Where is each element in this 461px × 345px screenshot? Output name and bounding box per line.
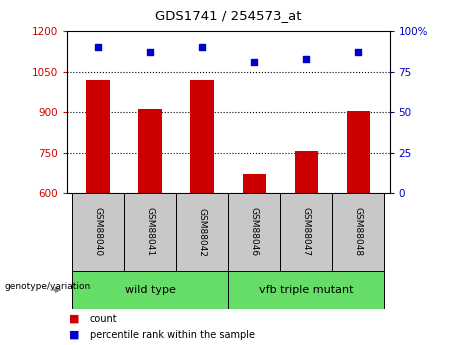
Point bbox=[147, 49, 154, 55]
Bar bbox=[72, 193, 124, 271]
Text: ■: ■ bbox=[69, 330, 79, 339]
Text: count: count bbox=[90, 314, 118, 324]
Text: wild type: wild type bbox=[124, 285, 176, 295]
Point bbox=[199, 45, 206, 50]
Point bbox=[250, 59, 258, 65]
Text: GSM88047: GSM88047 bbox=[302, 207, 311, 257]
Bar bbox=[347, 111, 370, 193]
Text: genotype/variation: genotype/variation bbox=[5, 282, 91, 291]
Text: GSM88048: GSM88048 bbox=[354, 207, 363, 257]
Point bbox=[95, 45, 102, 50]
Point bbox=[355, 49, 362, 55]
Bar bbox=[176, 193, 228, 271]
Text: GSM88046: GSM88046 bbox=[250, 207, 259, 257]
Text: percentile rank within the sample: percentile rank within the sample bbox=[90, 330, 255, 339]
Bar bbox=[228, 271, 384, 309]
Bar bbox=[138, 109, 162, 193]
Text: vfb triple mutant: vfb triple mutant bbox=[259, 285, 354, 295]
Bar bbox=[86, 80, 110, 193]
Text: GSM88041: GSM88041 bbox=[146, 207, 154, 257]
Bar bbox=[332, 193, 384, 271]
Bar bbox=[72, 271, 228, 309]
Bar bbox=[295, 151, 318, 193]
Bar bbox=[124, 193, 176, 271]
Bar bbox=[280, 193, 332, 271]
Point bbox=[302, 56, 310, 61]
Bar bbox=[228, 193, 280, 271]
Text: GSM88040: GSM88040 bbox=[94, 207, 103, 257]
Text: ■: ■ bbox=[69, 314, 79, 324]
Bar bbox=[242, 174, 266, 193]
Bar bbox=[190, 80, 214, 193]
Text: GSM88042: GSM88042 bbox=[198, 207, 207, 257]
Text: GDS1741 / 254573_at: GDS1741 / 254573_at bbox=[155, 9, 301, 22]
